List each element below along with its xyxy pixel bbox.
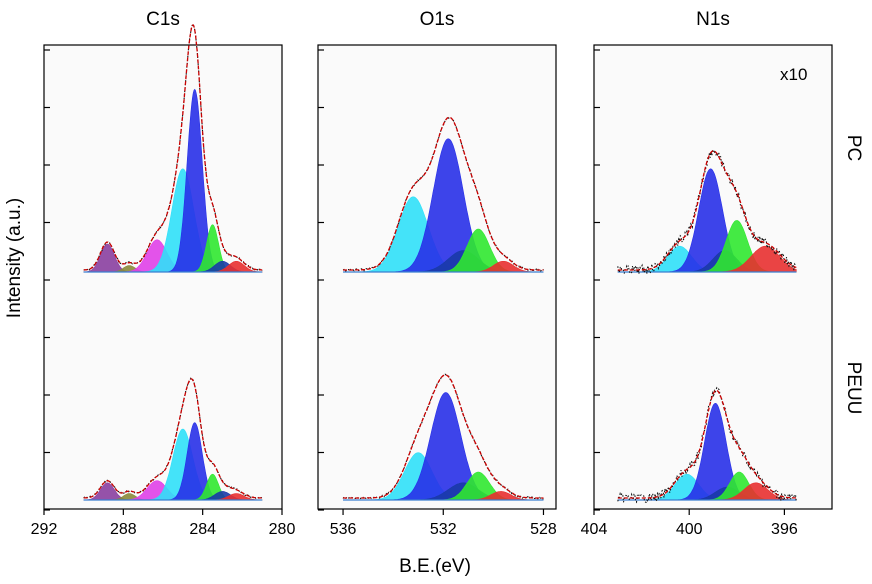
row-label-peuu: PEUU: [843, 362, 864, 415]
x-tick-label: 400: [676, 521, 703, 538]
envelope-fit: [343, 374, 544, 499]
panels-layer: C1s 292 288 284 280 O1s 536 532 528 N1s 404 400 396: [31, 9, 833, 538]
x-tick-label: 288: [110, 521, 137, 538]
x-tick-label: 536: [330, 521, 357, 538]
x-tick-label: 532: [430, 521, 457, 538]
envelope-fit: [617, 389, 797, 499]
x-axis-label: B.E.(eV): [399, 556, 471, 577]
y-axis-label: Intensity (a.u.): [4, 198, 25, 318]
envelope-fit: [83, 24, 263, 271]
x-tick-label: 528: [530, 521, 557, 538]
envelope-fit: [83, 378, 263, 499]
panel-title: C1s: [146, 9, 180, 30]
panel-title: O1s: [420, 9, 455, 30]
x-tick-label: 396: [771, 521, 798, 538]
envelope-fit: [343, 116, 544, 271]
envelope-fit: [617, 150, 797, 271]
panel-title: N1s: [696, 9, 730, 30]
panel-n1s: N1s 404 400 396: [581, 9, 833, 538]
x-tick-label: 280: [269, 521, 296, 538]
x-tick-label: 292: [31, 521, 58, 538]
raw-data: [617, 386, 797, 504]
raw-data: [617, 149, 797, 275]
row-label-pc: PC: [843, 135, 864, 161]
scale-annotation: x10: [780, 65, 807, 84]
x-tick-label: 284: [189, 521, 216, 538]
x-tick-label: 404: [581, 521, 608, 538]
panel-frame: [43, 44, 283, 510]
panel-c1s: C1s 292 288 284 280: [31, 9, 296, 538]
panel-o1s: O1s 536 532 528: [317, 9, 557, 538]
